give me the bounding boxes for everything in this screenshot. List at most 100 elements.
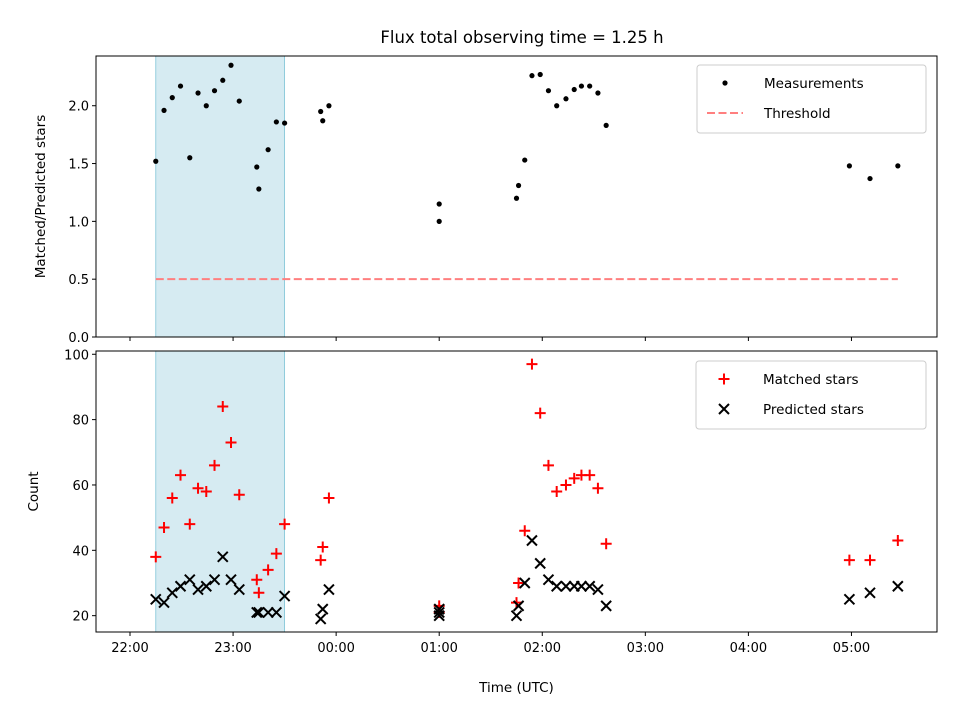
panel2-predicted-star-marker — [225, 574, 237, 586]
panel2-matched-star-marker — [892, 535, 904, 547]
panel1-measurement-point — [211, 88, 218, 94]
panel2-predicted-star-marker — [843, 593, 856, 606]
panel2-legend-marker-predicted — [718, 403, 730, 415]
panel1-measurement-point — [515, 182, 522, 189]
panel2-predicted-star-marker — [592, 583, 604, 596]
panel2-matched-star-marker — [150, 551, 162, 563]
panel2-matched-star-marker — [534, 407, 546, 419]
panel2-predicted-star-marker — [166, 587, 178, 599]
panel2-matched-star-marker — [843, 554, 855, 566]
panel2-x-axis-label: Time (UTC) — [478, 680, 554, 696]
panel1-measurement-point — [273, 119, 279, 125]
panel2-predicted-star-marker — [150, 593, 162, 606]
panel2-matched-star-marker — [323, 492, 335, 504]
panel2-predicted-star-marker — [192, 583, 204, 596]
panel2-matched-star-marker — [158, 521, 170, 533]
panel2-x-tick-label: 04:00 — [730, 641, 767, 656]
panel2-matched-star-marker — [279, 518, 291, 530]
panel2-predicted-star-marker — [314, 613, 327, 625]
panel2-matched-star-marker — [864, 554, 876, 566]
panel1-measurement-point — [153, 158, 159, 164]
panel2-matched-star-marker — [262, 564, 274, 576]
figure-title: Flux total observing time = 1.25 h — [380, 28, 663, 47]
panel1-measurement-point — [529, 73, 535, 79]
panel2-predicted-star-marker — [200, 580, 212, 592]
panel2-matched-star-marker — [317, 541, 329, 553]
panel1-y-tick-label: 1.5 — [68, 158, 89, 173]
panel1-measurement-point — [603, 122, 609, 128]
panel1-measurement-point — [282, 120, 288, 126]
panel1-measurement-point — [320, 118, 326, 124]
panel2-predicted-star-marker — [512, 600, 525, 612]
panel2-matched-star-marker — [166, 492, 178, 504]
panel1-legend-label: Threshold — [763, 106, 831, 122]
panel1-y-tick-label: 0.0 — [68, 331, 89, 346]
panel1-y-tick-label: 0.5 — [68, 273, 89, 288]
panel2-predicted-star-marker — [542, 574, 555, 586]
panel1-measurement-point — [254, 164, 260, 170]
panel1-legend-box — [696, 64, 927, 134]
panel2-y-tick-label: 100 — [64, 348, 89, 363]
panel2-predicted-star-marker — [575, 580, 588, 592]
panel2-legend-box — [695, 360, 927, 430]
panel1-measurement-point — [177, 83, 184, 89]
panel2-x-tick-label: 00:00 — [317, 641, 354, 656]
panel2-matched-star-marker — [315, 554, 327, 566]
panel2-matched-star-marker — [600, 538, 612, 550]
panel1-measurement-point — [436, 218, 442, 224]
panel2-matched-star-marker — [251, 574, 263, 586]
panel1-measurement-point — [563, 96, 569, 102]
panel2-shaded-region — [155, 350, 286, 633]
panel2-predicted-star-marker — [233, 583, 245, 596]
panel1-measurement-point — [236, 98, 242, 104]
panel2-predicted-star-marker — [433, 606, 445, 619]
panel2-matched-star-marker — [560, 479, 572, 491]
panel2-y-tick-label: 80 — [72, 414, 89, 429]
panel2-y-axis-label: Count — [26, 471, 42, 511]
panel2-predicted-star-marker — [251, 606, 263, 619]
panel2-predicted-star-marker — [278, 590, 291, 602]
panel2-axes-frame — [95, 350, 938, 633]
panel2-predicted-star-marker — [208, 574, 221, 586]
panel2-predicted-star-marker — [262, 606, 274, 619]
panel1-shaded-region — [155, 55, 286, 338]
panel2-y-tick-label: 60 — [72, 479, 89, 494]
panel2-predicted-star-marker — [526, 534, 538, 547]
panel1-measurement-point — [265, 147, 271, 153]
panel2-predicted-star-marker — [519, 577, 531, 589]
panel2-matched-star-marker — [253, 587, 265, 599]
panel2-legend-label: Matched stars — [763, 372, 859, 388]
panel2-predicted-star-marker — [270, 606, 283, 619]
panel2-predicted-star-marker — [583, 580, 596, 592]
panel2-y-tick-label: 20 — [72, 610, 89, 625]
panel2-predicted-star-marker — [433, 603, 445, 615]
panel1-legend-label: Measurements — [764, 76, 864, 92]
panel2-legend-label: Predicted stars — [763, 402, 864, 418]
panel2-matched-star-marker — [175, 469, 187, 481]
panel1-y-axis-label: Matched/Predicted stars — [33, 115, 49, 278]
panel1-measurement-point — [318, 108, 324, 115]
panel1-measurement-point — [169, 95, 175, 101]
panel2-matched-star-marker — [584, 469, 596, 481]
panel2-predicted-star-marker — [510, 609, 523, 622]
panel1-measurement-point — [228, 62, 234, 68]
panel1-y-tick-label: 2.0 — [68, 100, 89, 115]
panel2-predicted-star-marker — [317, 603, 329, 615]
panel2-y-tick-label: 40 — [72, 544, 89, 559]
panel2-predicted-star-marker — [253, 606, 265, 619]
panel1-measurement-point — [587, 83, 593, 89]
panel1-legend-marker-measurements — [722, 80, 728, 86]
panel2-predicted-star-marker — [217, 551, 229, 563]
panel1-measurement-point — [195, 90, 201, 96]
panel2-legend-marker-matched — [718, 373, 730, 385]
panel1-measurement-point — [571, 86, 577, 93]
panel1-measurement-point — [537, 71, 543, 78]
panel1-measurement-point — [867, 175, 873, 182]
panel2-matched-star-marker — [526, 358, 538, 370]
panel2-matched-star-marker — [542, 459, 554, 471]
panel2-matched-star-marker — [551, 486, 563, 497]
panel2-predicted-star-marker — [534, 557, 546, 570]
panel2-predicted-star-marker — [892, 580, 904, 592]
panel2-matched-star-marker — [568, 472, 580, 484]
